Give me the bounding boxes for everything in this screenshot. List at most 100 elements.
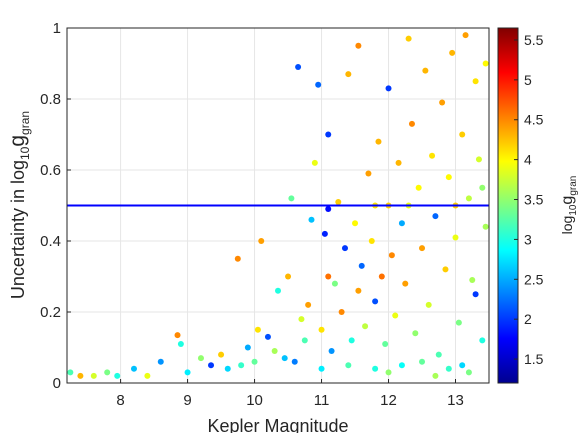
colorbar-tick-label: 2.5 xyxy=(524,271,544,287)
data-point xyxy=(348,337,355,344)
data-point xyxy=(345,362,352,369)
data-point xyxy=(177,340,184,347)
data-point xyxy=(258,238,265,244)
x-tick-label: 8 xyxy=(116,392,124,409)
colorbar-tick-label: 4 xyxy=(524,152,532,168)
colorbar-tick-label: 4.5 xyxy=(524,112,544,128)
x-tick-label: 12 xyxy=(380,392,397,409)
data-point xyxy=(452,234,459,241)
data-point xyxy=(402,280,409,287)
data-point xyxy=(157,358,164,365)
data-point xyxy=(419,245,426,252)
data-point xyxy=(385,369,392,376)
data-point xyxy=(385,85,392,92)
data-point xyxy=(238,362,245,369)
data-point xyxy=(254,326,261,333)
y-axis-ticks: 0 0.2 0.4 0.6 0.8 1 xyxy=(40,20,71,392)
y-tick-label: 0.6 xyxy=(40,162,61,179)
data-point xyxy=(197,355,204,362)
colorbar-tick-label: 3 xyxy=(524,231,532,247)
y-tick-label: 0.2 xyxy=(40,304,61,321)
data-point xyxy=(405,35,412,42)
data-point xyxy=(455,319,462,326)
data-point xyxy=(358,262,365,269)
y-tick-label: 0.4 xyxy=(40,233,61,250)
data-point xyxy=(365,170,372,177)
colorbar-tick-label: 1.5 xyxy=(524,351,544,367)
data-point xyxy=(375,138,382,145)
data-point xyxy=(325,131,332,138)
data-point xyxy=(419,358,426,365)
data-points xyxy=(67,32,489,379)
colorbar-label-sub1: 10 xyxy=(568,204,579,216)
x-axis-label: Kepler Magnitude xyxy=(207,416,348,433)
data-point xyxy=(398,220,405,227)
data-point xyxy=(395,159,402,166)
data-point xyxy=(382,340,389,347)
data-point xyxy=(104,369,111,376)
data-point xyxy=(429,152,436,159)
data-point xyxy=(341,245,348,252)
data-point xyxy=(224,365,231,372)
data-point xyxy=(331,280,338,287)
data-point xyxy=(475,156,482,163)
data-point xyxy=(449,49,456,56)
x-tick-label: 11 xyxy=(314,392,330,409)
data-point xyxy=(432,213,439,220)
data-point xyxy=(412,330,419,337)
data-point xyxy=(321,230,328,237)
colorbar-label-prefix: log xyxy=(559,216,575,235)
data-point xyxy=(218,351,225,358)
x-axis-ticks: 8 9 10 11 12 13 xyxy=(116,379,464,409)
data-point xyxy=(315,81,322,88)
y-axis-label-main: g xyxy=(6,135,29,147)
data-point xyxy=(472,78,479,85)
colorbar-label-main: g xyxy=(559,196,576,205)
data-point xyxy=(465,195,472,202)
data-point xyxy=(439,99,446,106)
data-point xyxy=(432,372,439,379)
data-point xyxy=(271,348,278,355)
data-point xyxy=(234,255,241,262)
data-point xyxy=(338,309,345,315)
data-point xyxy=(398,362,405,369)
data-point xyxy=(308,216,315,223)
y-axis-label: Uncertainty in log10ggran xyxy=(6,111,32,299)
data-point xyxy=(372,298,379,305)
data-point xyxy=(77,372,84,379)
data-point xyxy=(422,67,429,74)
data-point xyxy=(174,332,181,339)
data-point xyxy=(90,372,97,379)
data-point xyxy=(352,220,359,227)
data-point xyxy=(114,372,121,379)
data-point xyxy=(408,120,415,127)
data-point xyxy=(291,358,298,365)
y-tick-label: 0 xyxy=(53,375,61,392)
data-point xyxy=(335,198,342,205)
colorbar-tick-label: 5.5 xyxy=(524,32,544,48)
data-point xyxy=(388,252,395,259)
data-point xyxy=(325,273,332,280)
colorbar-tick-label: 5 xyxy=(524,72,532,88)
data-point xyxy=(479,337,486,344)
data-point xyxy=(244,344,251,351)
data-point xyxy=(469,277,476,284)
data-point xyxy=(295,64,302,71)
data-point xyxy=(301,337,308,344)
x-tick-label: 9 xyxy=(183,392,191,409)
x-tick-label: 13 xyxy=(447,392,464,409)
data-point xyxy=(288,195,295,202)
data-point xyxy=(445,365,452,372)
colorbar-tick-label: 3.5 xyxy=(524,192,544,208)
colorbar-label: log10ggran xyxy=(559,176,579,235)
colorbar-ticks: 1.5 2 2.5 3 3.5 4 4.5 5 5.5 xyxy=(514,32,544,367)
data-point xyxy=(362,323,369,330)
data-point xyxy=(465,369,472,376)
colorbar-label-sub2: gran xyxy=(568,176,579,196)
colorbar-tick-label: 2 xyxy=(524,311,532,327)
data-point xyxy=(305,301,312,308)
data-point xyxy=(298,316,305,323)
data-point xyxy=(415,184,422,191)
colorbar xyxy=(497,27,519,384)
